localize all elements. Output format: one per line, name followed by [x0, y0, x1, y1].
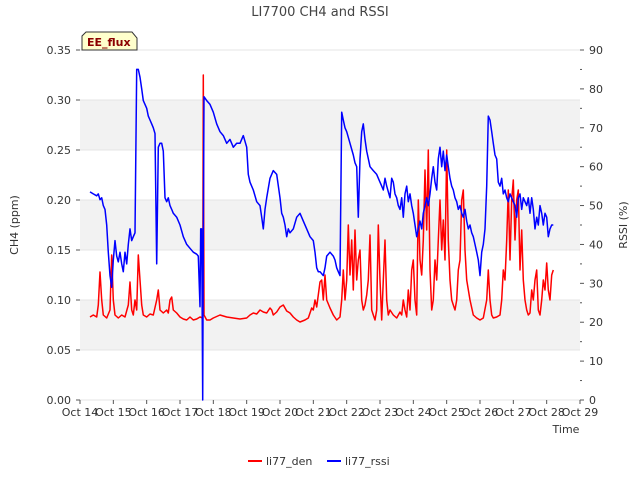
x-tick-label: Oct 25 [428, 406, 465, 419]
y-tick-label: 0.15 [47, 244, 72, 257]
gridlines [80, 49, 580, 401]
background-band [80, 200, 580, 250]
x-tick-label: Oct 17 [162, 406, 199, 419]
background-band [80, 100, 580, 150]
y-axis-title: CH4 (ppm) [8, 195, 21, 255]
x-tick-label: Oct 19 [228, 406, 265, 419]
y2-tick-label: 80 [589, 83, 603, 96]
y2-tick-label: 90 [589, 44, 603, 57]
x-tick-label: Oct 22 [328, 406, 365, 419]
y2-tick-label: 10 [589, 355, 603, 368]
x-tick-label: Oct 20 [262, 406, 299, 419]
y-tick-label: 0.05 [47, 344, 72, 357]
x-tick-label: Oct 21 [295, 406, 332, 419]
x-tick-label: Oct 18 [195, 406, 232, 419]
y2-tick-label: 70 [589, 122, 603, 135]
y-tick-label: 0.25 [47, 144, 72, 157]
ee-flux-badge: EE_flux [81, 31, 138, 51]
y2-tick-label: 0 [589, 394, 596, 407]
y-tick-label: 0.20 [47, 194, 72, 207]
x-tick-label: Oct 28 [528, 406, 565, 419]
x-tick-label: Oct 15 [95, 406, 132, 419]
x-tick-label: Oct 27 [495, 406, 532, 419]
y2-tick-label: 40 [589, 238, 603, 251]
x-tick-label: Oct 24 [395, 406, 432, 419]
legend-label-li77-rssi: li77_rssi [345, 455, 390, 468]
x-axis-title: Time [552, 423, 580, 436]
legend: li77_den li77_rssi [248, 455, 390, 468]
legend-label-li77-den: li77_den [266, 455, 312, 468]
series-layer [89, 68, 555, 401]
chart-title: LI7700 CH4 and RSSI [251, 5, 389, 20]
x-tick-label: Oct 29 [562, 406, 599, 419]
y-tick-label: 0.00 [47, 394, 72, 407]
y-tick-label: 0.30 [47, 94, 72, 107]
x-tick-label: Oct 16 [128, 406, 165, 419]
y2-tick-label: 60 [589, 161, 603, 174]
x-tick-label: Oct 23 [362, 406, 399, 419]
y-tick-label: 0.35 [47, 44, 72, 57]
x-tick-label: Oct 14 [62, 406, 99, 419]
x-tick-label: Oct 26 [462, 406, 499, 419]
series-line-li77-den [89, 74, 555, 323]
badge-label: EE_flux [87, 36, 131, 49]
y2-axis-title: RSSI (%) [617, 201, 630, 248]
y2-tick-label: 50 [589, 200, 603, 213]
badge-background [81, 31, 138, 51]
series-line-li77-rssi [89, 68, 554, 401]
y2-tick-label: 30 [589, 277, 603, 290]
y2-tick-label: 20 [589, 316, 603, 329]
y-tick-label: 0.10 [47, 294, 72, 307]
